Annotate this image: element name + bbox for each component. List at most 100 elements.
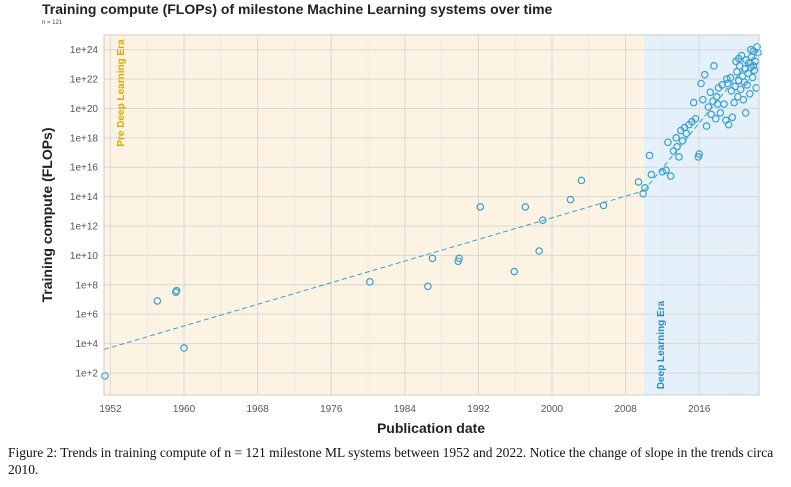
x-axis-ticks: 1952 1960 1968 1976 1984 1992 2000 2008 2016 bbox=[99, 404, 710, 415]
trend-line bbox=[103, 190, 645, 350]
data-point bbox=[728, 113, 737, 122]
data-point bbox=[716, 109, 725, 117]
data-point bbox=[673, 142, 681, 151]
data-point bbox=[710, 62, 718, 70]
data-point bbox=[739, 95, 748, 104]
data-point bbox=[455, 254, 463, 263]
data-point bbox=[734, 54, 743, 63]
data-point bbox=[744, 69, 752, 78]
y-tick-label: 1e+24 bbox=[70, 45, 99, 56]
data-point bbox=[645, 151, 654, 160]
data-point bbox=[476, 203, 485, 211]
y-tick-label: 1e+8 bbox=[75, 280, 98, 291]
data-point bbox=[749, 62, 758, 70]
data-point bbox=[669, 147, 678, 155]
pre-deep-learning-era-label: Pre Deep Learning Era bbox=[116, 39, 127, 147]
data-point bbox=[641, 184, 649, 192]
data-point bbox=[101, 372, 109, 380]
data-point bbox=[707, 110, 715, 119]
data-points bbox=[101, 42, 762, 380]
x-tick-label: 2000 bbox=[541, 404, 564, 415]
data-point bbox=[566, 195, 575, 204]
data-point bbox=[180, 344, 188, 352]
data-point bbox=[697, 79, 705, 88]
data-point bbox=[730, 98, 738, 107]
x-tick-label: 1992 bbox=[467, 404, 490, 415]
y-tick-label: 1e+16 bbox=[70, 163, 99, 174]
data-point bbox=[723, 75, 731, 83]
data-point bbox=[702, 122, 711, 130]
data-point bbox=[510, 267, 519, 276]
y-tick-label: 1e+6 bbox=[75, 310, 98, 321]
x-tick-label: 2016 bbox=[688, 404, 711, 415]
data-point bbox=[727, 87, 736, 95]
data-point bbox=[666, 172, 675, 180]
x-tick-label: 1984 bbox=[394, 404, 417, 415]
data-point bbox=[723, 79, 732, 88]
data-point bbox=[700, 70, 709, 79]
data-point bbox=[754, 48, 762, 57]
y-tick-label: 1e+20 bbox=[70, 104, 99, 115]
data-point bbox=[662, 166, 670, 174]
deep-learning-era-label: Deep Learning Era bbox=[656, 300, 667, 389]
data-point bbox=[634, 178, 643, 186]
chart-title: Training compute (FLOPs) of milestone Ma… bbox=[42, 1, 553, 17]
y-tick-label: 1e+14 bbox=[70, 192, 99, 203]
data-point bbox=[711, 114, 720, 123]
data-point bbox=[746, 89, 754, 98]
data-point bbox=[743, 81, 751, 89]
data-point bbox=[746, 45, 755, 54]
data-point bbox=[720, 100, 728, 108]
data-point bbox=[726, 73, 735, 82]
data-point bbox=[539, 216, 547, 224]
y-tick-label: 1e+22 bbox=[70, 75, 99, 86]
x-tick-label: 1952 bbox=[99, 404, 122, 415]
data-point bbox=[535, 247, 543, 255]
data-point bbox=[664, 138, 672, 147]
data-point bbox=[153, 297, 162, 305]
data-point bbox=[699, 95, 707, 104]
scatter-chart: 1e+2 1e+4 1e+6 1e+8 1e+10 1e+12 1e+14 1e+16 1e+1… bbox=[39, 34, 762, 436]
data-point bbox=[682, 129, 691, 138]
y-tick-label: 1e+2 bbox=[75, 368, 98, 379]
data-point bbox=[733, 67, 741, 76]
x-axis-title: Publication date bbox=[377, 420, 485, 436]
data-point bbox=[172, 286, 181, 295]
data-point bbox=[712, 92, 721, 101]
figure-caption: Figure 2: Trends in training compute of … bbox=[8, 445, 774, 477]
data-point bbox=[706, 88, 715, 97]
data-point bbox=[724, 120, 733, 129]
data-point bbox=[521, 203, 530, 211]
data-point bbox=[658, 167, 667, 176]
y-axis-ticks: 1e+2 1e+4 1e+6 1e+8 1e+10 1e+12 1e+14 1e+16 1e+1… bbox=[70, 45, 99, 379]
x-tick-label: 1968 bbox=[247, 404, 270, 415]
era-band-0 bbox=[104, 35, 645, 395]
data-point bbox=[678, 136, 687, 145]
data-point bbox=[689, 98, 698, 107]
era-labels: Pre Deep Learning Era Deep Learning Era bbox=[116, 39, 667, 389]
x-tick-label: 2008 bbox=[614, 404, 637, 415]
era-bands bbox=[104, 35, 759, 395]
x-tick-label: 1960 bbox=[173, 404, 196, 415]
data-point bbox=[577, 176, 586, 185]
era-band-1 bbox=[644, 35, 759, 395]
trend-line bbox=[643, 49, 760, 192]
sample-size-label: n = 121 bbox=[42, 20, 63, 26]
y-tick-label: 1e+4 bbox=[75, 339, 98, 350]
data-point bbox=[424, 282, 432, 291]
data-point bbox=[750, 66, 759, 75]
data-point bbox=[695, 150, 704, 158]
y-tick-label: 1e+18 bbox=[70, 133, 99, 144]
data-point bbox=[428, 254, 437, 263]
data-point bbox=[171, 288, 180, 296]
data-point bbox=[599, 201, 608, 210]
data-point bbox=[704, 103, 713, 111]
trend-lines bbox=[103, 49, 760, 350]
y-tick-label: 1e+12 bbox=[70, 222, 99, 233]
data-point bbox=[647, 170, 656, 179]
data-point bbox=[736, 85, 745, 94]
data-point bbox=[748, 73, 757, 82]
y-axis-title: Training compute (FLOPs) bbox=[39, 127, 55, 302]
plot-frame bbox=[103, 34, 760, 396]
x-tick-label: 1976 bbox=[320, 404, 343, 415]
